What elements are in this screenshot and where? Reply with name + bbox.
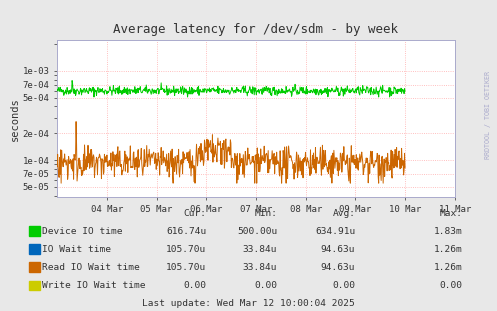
- Text: 1.26m: 1.26m: [433, 245, 462, 254]
- Text: Cur:: Cur:: [183, 209, 206, 218]
- Text: 105.70u: 105.70u: [166, 245, 206, 254]
- Text: 0.00: 0.00: [332, 281, 355, 290]
- Text: 0.00: 0.00: [439, 281, 462, 290]
- Text: Read IO Wait time: Read IO Wait time: [42, 263, 140, 272]
- Text: 1.26m: 1.26m: [433, 263, 462, 272]
- Text: Min:: Min:: [254, 209, 277, 218]
- Text: Avg:: Avg:: [332, 209, 355, 218]
- Text: Write IO Wait time: Write IO Wait time: [42, 281, 146, 290]
- Title: Average latency for /dev/sdm - by week: Average latency for /dev/sdm - by week: [113, 24, 399, 36]
- Text: 33.84u: 33.84u: [243, 263, 277, 272]
- Text: RRDTOOL / TOBI OETIKER: RRDTOOL / TOBI OETIKER: [485, 71, 491, 159]
- Text: IO Wait time: IO Wait time: [42, 245, 111, 254]
- Text: 500.00u: 500.00u: [237, 227, 277, 236]
- Text: 616.74u: 616.74u: [166, 227, 206, 236]
- Text: 105.70u: 105.70u: [166, 263, 206, 272]
- Text: Device IO time: Device IO time: [42, 227, 123, 236]
- Text: 33.84u: 33.84u: [243, 245, 277, 254]
- Y-axis label: seconds: seconds: [10, 97, 20, 141]
- Text: 1.83m: 1.83m: [433, 227, 462, 236]
- Text: Max:: Max:: [439, 209, 462, 218]
- Text: 0.00: 0.00: [254, 281, 277, 290]
- Text: 634.91u: 634.91u: [315, 227, 355, 236]
- Text: 0.00: 0.00: [183, 281, 206, 290]
- Text: 94.63u: 94.63u: [321, 245, 355, 254]
- Text: 94.63u: 94.63u: [321, 263, 355, 272]
- Text: Last update: Wed Mar 12 10:00:04 2025: Last update: Wed Mar 12 10:00:04 2025: [142, 299, 355, 308]
